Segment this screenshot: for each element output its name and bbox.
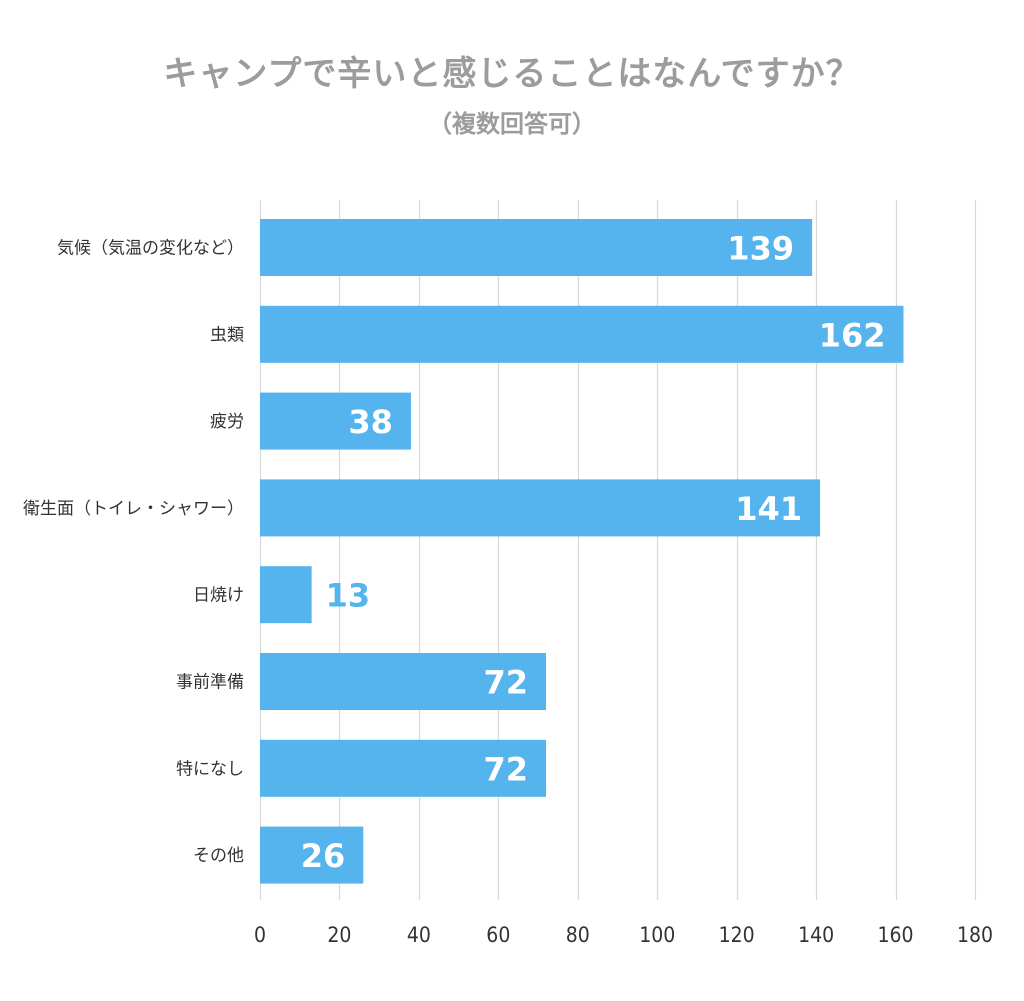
x-tick-label: 100: [639, 923, 675, 947]
data-label: 139: [727, 230, 794, 268]
x-tick-label: 80: [566, 923, 590, 947]
data-label: 72: [483, 750, 528, 788]
category-label: 衛生面（トイレ・シャワー）: [23, 499, 244, 519]
category-label: その他: [193, 846, 244, 866]
data-label: 38: [348, 403, 393, 441]
category-label: 事前準備: [176, 673, 244, 693]
x-axis-ticks: 0 20 40 60 80 100 120 140 160 180: [254, 923, 993, 947]
x-tick-label: 60: [486, 923, 510, 947]
x-tick-label: 180: [957, 923, 993, 947]
category-label: 虫類: [210, 325, 244, 345]
data-label: 141: [735, 490, 802, 528]
category-label: 気候（気温の変化など）: [57, 239, 244, 259]
data-label: 72: [483, 664, 528, 702]
data-label: 26: [301, 837, 346, 875]
x-tick-label: 160: [878, 923, 914, 947]
data-label: 13: [326, 577, 371, 615]
category-label: 日焼け: [193, 586, 244, 606]
bar: [260, 566, 312, 623]
category-label: 疲労: [210, 412, 244, 432]
x-tick-label: 120: [719, 923, 755, 947]
bars: [260, 219, 904, 884]
category-label: 特になし: [176, 759, 244, 779]
x-tick-label: 140: [798, 923, 834, 947]
bar: [260, 306, 904, 363]
x-tick-label: 0: [254, 923, 266, 947]
data-label: 162: [819, 316, 886, 354]
x-tick-label: 20: [327, 923, 351, 947]
x-tick-label: 40: [407, 923, 431, 947]
